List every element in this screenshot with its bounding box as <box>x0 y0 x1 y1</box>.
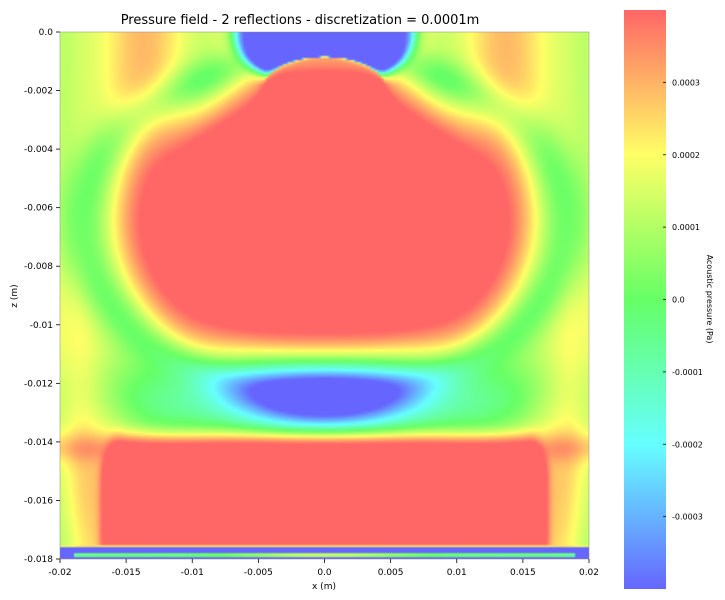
colorbar-tick-label: -0.0003 <box>672 513 703 522</box>
x-tick-label: 0.0 <box>317 568 332 578</box>
y-axis: 0.0 -0.002 -0.004 -0.006 -0.008 -0.01 -0.012 -0… <box>24 28 60 565</box>
y-tick-label: 0.0 <box>39 28 54 38</box>
colorbar-tick-label: 0.0 <box>672 296 685 305</box>
x-axis: -0.02 -0.015 -0.01 -0.005 0.0 0.005 0.01 0.015 0… <box>48 559 599 578</box>
x-tick-label: -0.005 <box>244 568 273 578</box>
y-tick-label: -0.01 <box>30 321 53 331</box>
colorbar <box>624 10 666 589</box>
chart-title: Pressure field - 2 reflections - discret… <box>121 13 480 28</box>
colorbar-label: Acoustic pressure (Pa) <box>705 255 714 344</box>
x-tick-label: 0.005 <box>378 568 404 578</box>
colorbar-tick-label: 0.0001 <box>672 223 700 232</box>
x-tick-label: -0.01 <box>181 568 204 578</box>
y-tick-label: -0.008 <box>24 262 53 272</box>
y-tick-label: -0.016 <box>24 496 53 506</box>
heatmap-image <box>60 32 589 559</box>
y-axis-label: z (m) <box>10 284 20 307</box>
y-tick-label: -0.004 <box>24 145 53 155</box>
y-tick-label: -0.002 <box>24 87 53 97</box>
y-tick-label: -0.014 <box>24 438 53 448</box>
x-tick-label: -0.02 <box>48 568 71 578</box>
x-axis-label: x (m) <box>312 582 336 592</box>
colorbar-tick-label: 0.0003 <box>672 78 700 87</box>
colorbar-tick-label: 0.0002 <box>672 151 700 160</box>
colorbar-tick-label: -0.0002 <box>672 440 703 449</box>
colorbar-ticks: 0.0003 0.0002 0.0001 0.0 -0.0001 -0.0002 -0.00… <box>663 78 703 522</box>
y-tick-label: -0.018 <box>24 555 53 565</box>
heatmap-plot-area <box>60 32 589 559</box>
colorbar-tick-label: -0.0001 <box>672 368 703 377</box>
y-tick-label: -0.012 <box>24 379 53 389</box>
x-tick-label: -0.015 <box>112 568 141 578</box>
x-tick-label: 0.01 <box>447 568 467 578</box>
x-tick-label: 0.015 <box>510 568 536 578</box>
x-tick-label: 0.02 <box>579 568 599 578</box>
y-tick-label: -0.006 <box>24 204 53 214</box>
